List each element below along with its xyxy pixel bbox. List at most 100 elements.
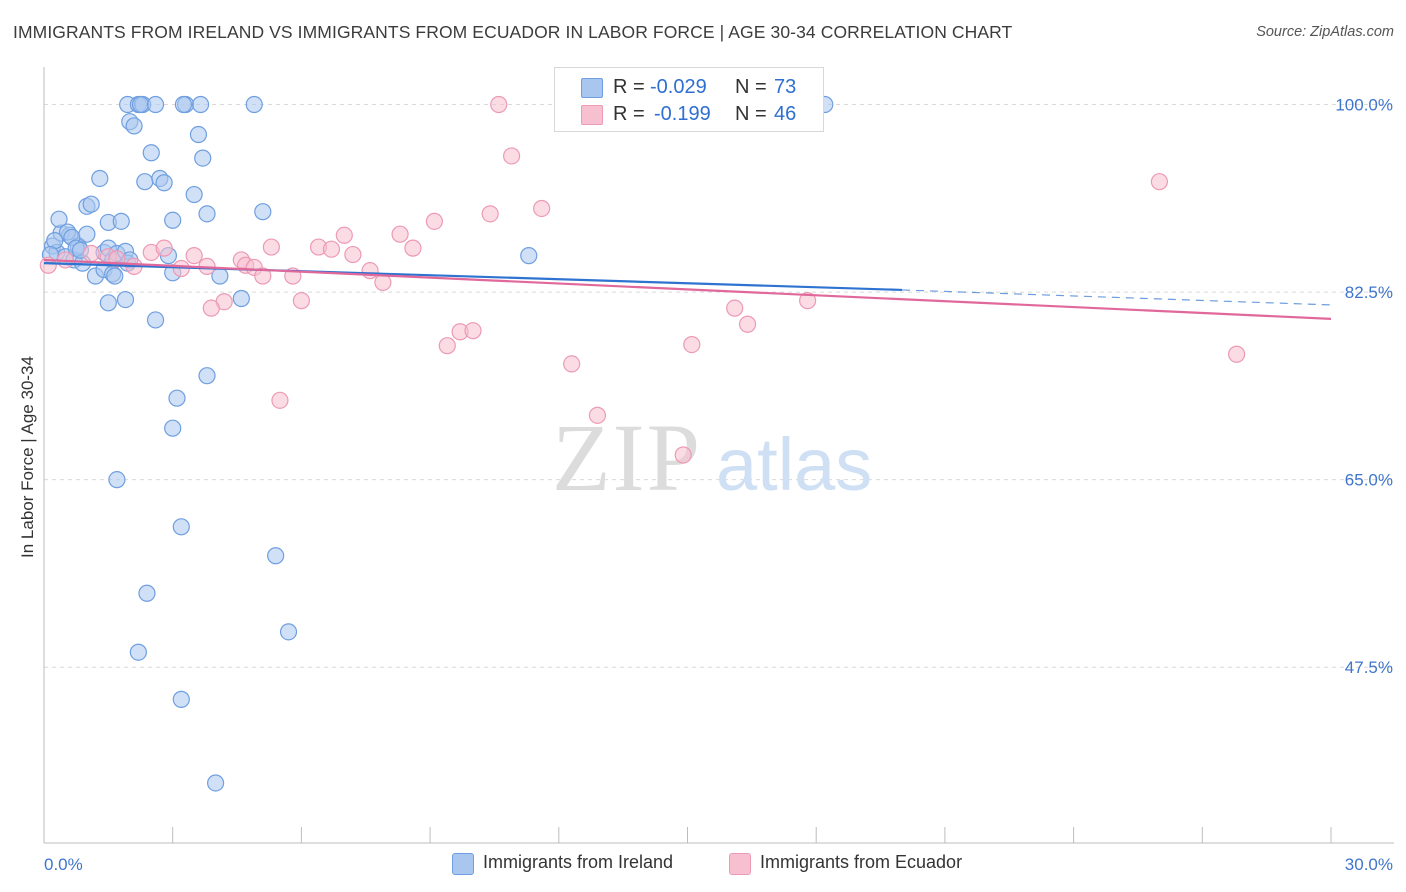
legend-n-label: N =	[735, 76, 767, 98]
point-ireland	[198, 205, 216, 223]
point-ireland	[189, 125, 208, 144]
point-ireland	[164, 211, 182, 229]
point-ecuador	[799, 292, 817, 310]
point-ecuador	[533, 199, 551, 218]
point-ireland	[99, 294, 117, 312]
point-ireland	[125, 117, 143, 135]
stats-legend: R = -0.029 N = 73 R = -0.199 N = 46	[554, 67, 824, 132]
legend-swatch-ireland	[581, 78, 603, 98]
point-ireland	[112, 212, 130, 230]
point-ireland	[164, 419, 182, 437]
point-ireland	[155, 174, 173, 192]
point-ecuador	[588, 406, 607, 424]
x-tick-label: 0.0%	[44, 855, 83, 874]
point-ireland	[232, 289, 250, 308]
y-tick-label: 100.0%	[1335, 96, 1393, 115]
watermark-atlas: atlas	[716, 423, 872, 506]
point-ecuador	[481, 205, 499, 223]
point-ireland	[185, 185, 203, 204]
legend-n-value: 73	[774, 76, 797, 98]
point-ecuador	[738, 315, 757, 333]
point-ireland	[142, 144, 160, 162]
chart-title: IMMIGRANTS FROM IRELAND VS IMMIGRANTS FR…	[13, 22, 1013, 42]
legend-swatch-ecuador	[581, 105, 603, 125]
y-tick-label: 82.5%	[1345, 283, 1393, 302]
bottom-legend-swatch-ecuador	[729, 853, 751, 875]
legend-r-value: -0.199	[654, 103, 711, 125]
point-ecuador	[490, 95, 508, 114]
point-ecuador	[374, 273, 392, 292]
point-ireland	[172, 690, 190, 708]
point-ireland	[146, 311, 165, 329]
point-ireland	[138, 584, 156, 602]
points-layer	[39, 95, 1246, 792]
trend-line-ireland	[43, 262, 903, 292]
legend-row-ecuador: R = -0.199 N = 46	[555, 103, 823, 129]
legend-n-label: N =	[735, 103, 767, 125]
point-ecuador	[82, 244, 100, 263]
legend-row-ireland: R = -0.029 N = 73	[555, 76, 823, 102]
point-ireland	[279, 623, 298, 641]
tick-label-layer: 100.0% 82.5% 65.0% 47.5% 0.0% 30.0%	[44, 96, 1393, 874]
point-ecuador	[438, 337, 456, 355]
point-ecuador	[254, 267, 272, 285]
point-ecuador	[503, 147, 521, 165]
point-ecuador	[271, 391, 289, 409]
point-ireland	[267, 547, 285, 565]
point-ireland	[108, 471, 126, 489]
point-ireland	[116, 290, 135, 309]
axis-layer	[43, 67, 1394, 844]
point-ecuador	[262, 238, 280, 256]
point-ecuador	[404, 239, 422, 257]
y-axis-title: In Labor Force | Age 30-34	[18, 356, 37, 558]
grid-layer	[44, 104, 1394, 668]
y-tick-label: 65.0%	[1345, 471, 1393, 490]
point-ireland	[82, 195, 100, 213]
x-tick-label: 30.0%	[1345, 855, 1393, 874]
point-ecuador	[292, 292, 310, 310]
legend-r-label: R =	[613, 76, 645, 98]
point-ireland	[254, 203, 272, 221]
point-ecuador	[361, 262, 379, 280]
legend-r-value: -0.029	[650, 76, 707, 98]
y-tick-label: 47.5%	[1345, 658, 1393, 677]
point-ireland	[50, 210, 68, 228]
point-ecuador	[391, 225, 409, 243]
point-ireland	[520, 247, 538, 265]
legend-r-label: R =	[613, 103, 645, 125]
point-ecuador	[344, 245, 362, 264]
point-ireland	[194, 149, 212, 167]
point-ireland	[106, 267, 124, 285]
trend-line-ireland-extension	[901, 289, 1332, 306]
point-ireland	[131, 95, 150, 114]
point-ireland	[245, 95, 263, 114]
point-ireland	[136, 173, 154, 191]
point-ireland	[174, 95, 193, 114]
point-ecuador	[185, 247, 203, 265]
point-ecuador	[155, 239, 173, 257]
bottom-legend-label-ireland: Immigrants from Ireland	[483, 852, 674, 872]
point-ecuador	[322, 240, 341, 258]
point-ireland	[129, 643, 147, 661]
trend-line-ecuador	[43, 258, 1332, 320]
point-ireland	[172, 518, 190, 536]
point-ecuador	[674, 446, 692, 464]
point-ecuador	[726, 299, 744, 317]
point-ireland	[207, 774, 225, 792]
point-ecuador	[464, 322, 482, 340]
point-ecuador	[335, 226, 353, 244]
point-ireland	[146, 95, 165, 114]
point-ecuador	[1150, 173, 1169, 191]
point-ireland	[78, 225, 96, 243]
point-ecuador	[1228, 345, 1246, 363]
point-ecuador	[425, 212, 443, 230]
legend-n-value: 46	[774, 103, 797, 125]
bottom-legend-swatch-ireland	[452, 853, 474, 875]
point-ecuador	[683, 336, 701, 354]
point-ecuador	[563, 355, 581, 373]
point-ireland	[198, 367, 216, 385]
chart-source: Source: ZipAtlas.com	[1256, 24, 1394, 40]
point-ireland	[191, 95, 210, 114]
point-ecuador	[202, 299, 220, 317]
